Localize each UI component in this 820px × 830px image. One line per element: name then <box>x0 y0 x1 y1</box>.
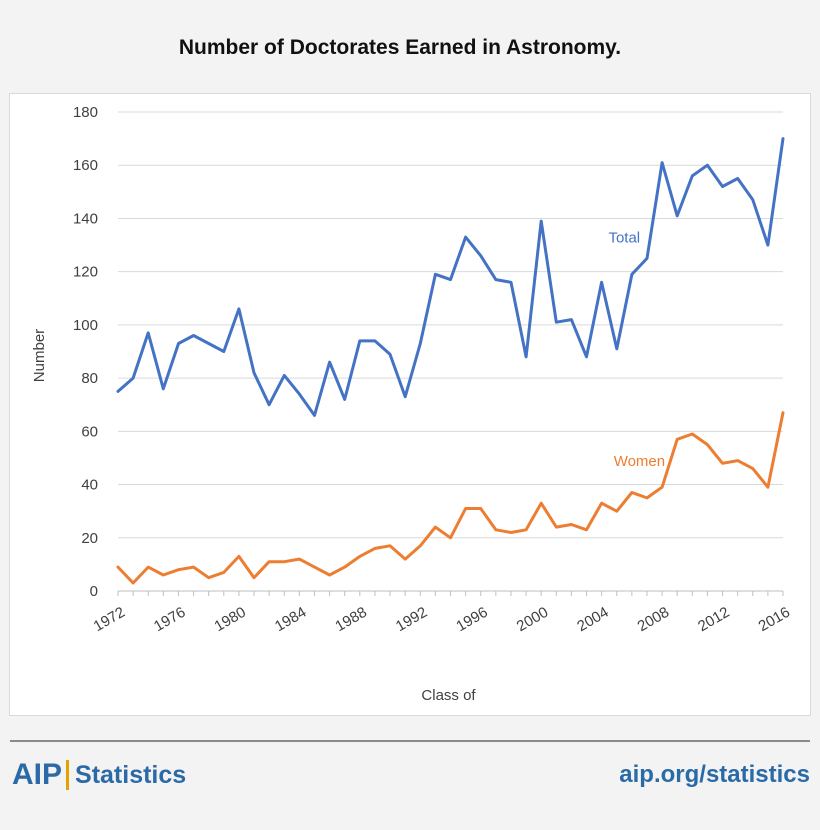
footer-url[interactable]: aip.org/statistics <box>619 761 810 788</box>
labels: 0 20 40 60 80 100 120 140 160 180 1972 1976 1980 1984… <box>31 104 793 704</box>
y-tick-label: 0 <box>90 583 98 600</box>
x-tick-label: 1976 <box>151 604 188 635</box>
footer-divider <box>10 740 810 742</box>
x-axis-title: Class of <box>421 687 476 704</box>
series-label-women: Women <box>614 453 665 470</box>
series-line-women <box>116 411 785 585</box>
y-tick-label: 180 <box>73 104 98 121</box>
chart-panel: 0 20 40 60 80 100 120 140 160 180 1972 1976 1980 1984… <box>9 93 811 716</box>
x-tick-label: 2000 <box>514 604 551 635</box>
chart-title: Number of Doctorates Earned in Astronomy… <box>178 36 622 59</box>
x-tick-label: 2004 <box>574 604 611 635</box>
series-line-total <box>116 137 785 417</box>
y-tick-label: 60 <box>81 423 98 440</box>
line-chart: 0 20 40 60 80 100 120 140 160 180 1972 1976 1980 1984… <box>31 104 793 704</box>
y-tick-label: 160 <box>73 157 98 174</box>
y-tick-label: 20 <box>81 530 98 547</box>
axes <box>117 590 784 596</box>
x-tick-label: 1984 <box>272 604 309 635</box>
y-tick-label: 80 <box>81 370 98 387</box>
gridlines <box>118 111 783 592</box>
x-tick-label: 1980 <box>212 604 249 635</box>
aip-statistics-logo: AIP Statistics <box>12 758 186 792</box>
y-tick-label: 140 <box>73 210 98 227</box>
y-tick-label: 100 <box>73 317 98 334</box>
x-tick-label: 2012 <box>695 604 732 635</box>
x-tick-label: 1992 <box>393 604 430 635</box>
x-tick-label: 1988 <box>332 604 369 635</box>
aip-logo-text: AIP <box>12 758 63 791</box>
y-tick-label: 40 <box>81 477 98 494</box>
y-tick-label: 120 <box>73 264 98 281</box>
x-tick-label: 1996 <box>453 604 490 635</box>
y-axis-title: Number <box>31 329 48 382</box>
series-lines <box>116 137 785 585</box>
series-label-total: Total <box>608 229 640 246</box>
statistics-logo-text: Statistics <box>75 760 187 789</box>
x-tick-label: 2008 <box>635 604 672 635</box>
x-tick-label: 2016 <box>756 604 793 635</box>
logo-divider <box>66 760 70 790</box>
x-tick-label: 1972 <box>91 604 128 635</box>
